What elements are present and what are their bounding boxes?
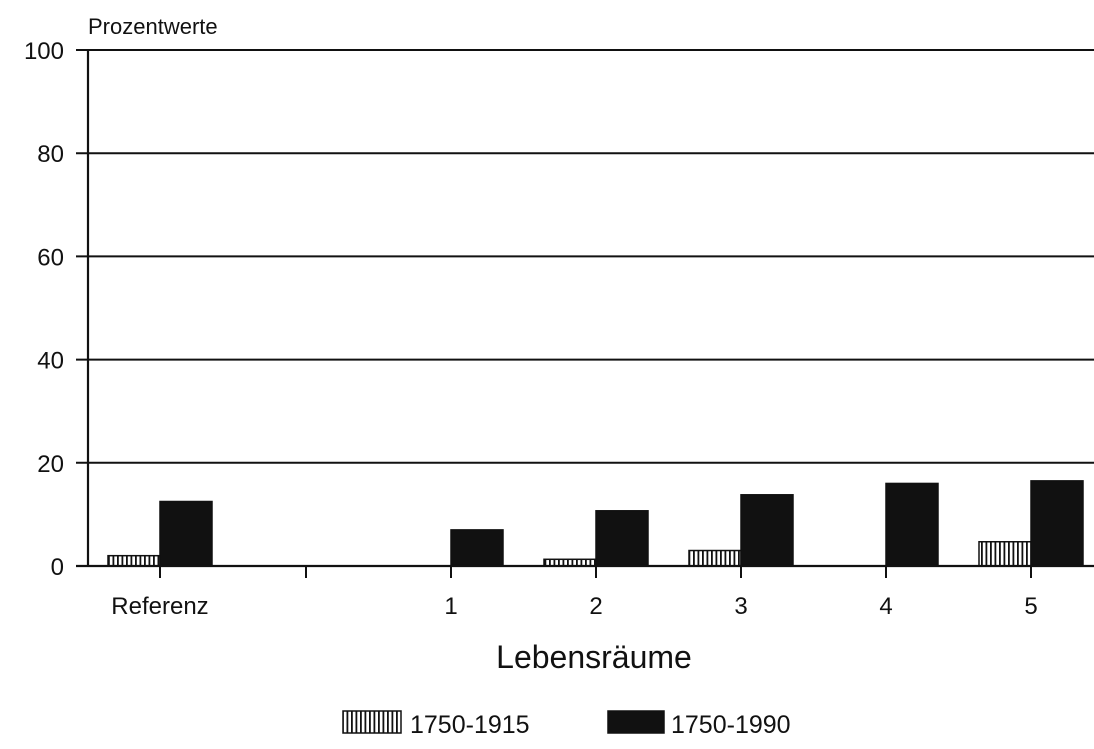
bar-1750-1990-4 bbox=[885, 482, 939, 567]
bar-1750-1990-2 bbox=[595, 510, 649, 567]
y-tick-label-80: 80 bbox=[37, 141, 64, 168]
bar-1750-1990-1 bbox=[450, 529, 504, 567]
bar-1750-1915-Referenz bbox=[107, 554, 161, 567]
y-tick-label-0: 0 bbox=[51, 554, 64, 581]
x-tick-label-5: 5 bbox=[1024, 593, 1037, 620]
x-tick-label-2: 2 bbox=[589, 593, 602, 620]
legend: 1750-1915 1750-1990 bbox=[342, 710, 791, 739]
x-tick-label-4: 4 bbox=[879, 593, 892, 620]
y-tick-label-100: 100 bbox=[24, 38, 64, 65]
y-tick-label-40: 40 bbox=[37, 348, 64, 375]
legend-label-1750-1990: 1750-1990 bbox=[671, 711, 791, 739]
bar-1750-1915-3 bbox=[688, 549, 742, 567]
x-axis-label: Lebensräume bbox=[496, 639, 692, 675]
bars bbox=[107, 480, 1084, 567]
y-tick-label-20: 20 bbox=[37, 451, 64, 478]
legend-swatch-1750-1915 bbox=[342, 710, 402, 734]
bar-1750-1990-5 bbox=[1030, 480, 1084, 567]
x-tick-label-1: 1 bbox=[444, 593, 457, 620]
bar-1750-1990-Referenz bbox=[159, 500, 213, 567]
legend-swatch-1750-1990 bbox=[607, 710, 665, 734]
legend-label-1750-1915: 1750-1915 bbox=[410, 711, 530, 739]
bar-1750-1915-5 bbox=[978, 540, 1032, 567]
axes bbox=[76, 50, 1094, 578]
gridlines bbox=[76, 49, 1094, 567]
x-tick-labels: Referenz 1 2 3 4 5 bbox=[111, 593, 1037, 620]
y-tick-label-60: 60 bbox=[37, 244, 64, 271]
x-tick-label-Referenz: Referenz bbox=[111, 593, 208, 620]
x-tick-label-3: 3 bbox=[734, 593, 747, 620]
bar-1750-1990-3 bbox=[740, 494, 794, 567]
y-axis-label: Prozentwerte bbox=[88, 14, 218, 39]
y-tick-labels: 0 20 40 60 80 100 bbox=[24, 38, 64, 581]
